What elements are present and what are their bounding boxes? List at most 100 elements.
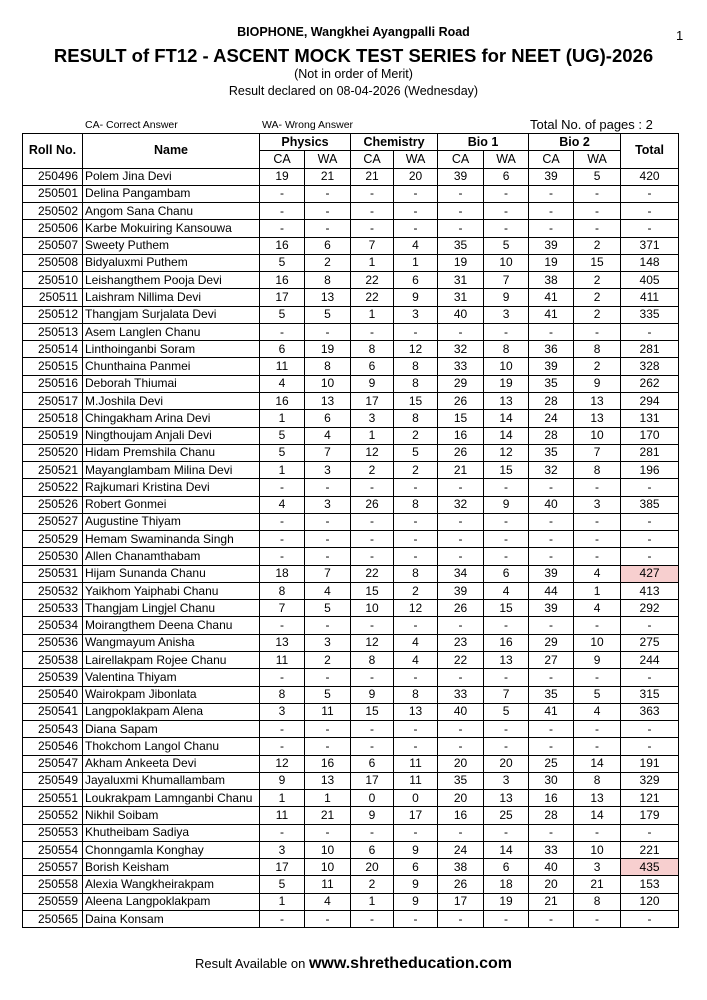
score: 14 [483,409,530,428]
score: - [393,530,439,549]
sub-header: CA [528,150,575,169]
roll-no: 250531 [22,564,83,583]
score: 7 [259,599,305,618]
score: 41 [528,288,575,307]
score: 31 [437,271,485,290]
score: 15 [573,253,622,273]
student-name: Hidam Premshila Chanu [82,443,260,463]
score: 12 [393,340,439,359]
result-row: 250527 Augustine Thiyam - - - - - - - - - [22,512,680,532]
result-row: 250517 M.Joshila Devi 16 13 17 15 26 13 28 13 294 [22,391,680,411]
score: - [573,478,622,497]
result-row: 250514 Linthoinganbi Soram 6 19 8 12 32 8 36 8 281 [22,340,680,359]
score: 6 [483,564,530,583]
roll-no: 250519 [22,426,83,445]
roll-no: 250543 [22,720,83,739]
score: - [528,512,575,532]
score: 9 [393,840,439,860]
score: 13 [573,789,622,808]
score: - [259,512,305,532]
score: - [573,184,622,204]
student-name: Hemam Swaminanda Singh [82,530,260,549]
score: - [483,547,530,566]
score: - [528,720,575,739]
score: 20 [350,858,395,877]
sub-header: WA [303,150,352,169]
student-name: Loukrakpam Lamnganbi Chanu [82,789,260,808]
roll-no: 250520 [22,443,83,463]
total: 363 [620,702,680,722]
score: 11 [259,357,305,376]
roll-no: 250559 [22,892,83,911]
sub-header: WA [573,150,622,169]
score: 16 [259,236,305,255]
score: - [350,530,395,549]
score: - [437,616,485,635]
score: 29 [528,633,575,652]
score: 38 [528,271,575,290]
score: 13 [393,702,439,722]
score: 9 [483,495,530,514]
score: - [393,478,439,497]
score: 22 [350,288,395,307]
result-row: 250529 Hemam Swaminanda Singh - - - - - - - - - [22,530,680,549]
total: 153 [620,875,680,894]
legend-ca: CA- Correct Answer [85,119,178,131]
score: - [528,184,575,204]
score: 1 [350,892,395,911]
score: 39 [528,357,575,376]
total: 120 [620,892,680,911]
score: 6 [350,357,395,376]
score: - [350,547,395,566]
score: 24 [528,409,575,428]
score: - [350,737,395,756]
score: - [350,478,395,497]
score: - [393,219,439,238]
footer: Result Available on www.shretheducation.… [0,955,707,973]
total: 371 [620,236,680,255]
result-row: 250565 Daina Konsam - - - - - - - - - [22,909,680,929]
student-name: Chingakham Arina Devi [82,409,260,428]
subject-header: Physics [258,132,352,152]
total: 292 [620,599,680,618]
roll-no: 250516 [22,374,83,393]
result-row: 250549 Jayaluxmi Khumallambam 9 13 17 11 35 3 30… [22,771,680,791]
score: 5 [573,685,622,704]
score: 13 [483,391,530,411]
score: 5 [259,305,305,324]
score: 38 [437,858,485,877]
score: 8 [393,357,439,376]
student-name: Leishangthem Pooja Devi [82,271,260,290]
score: 5 [573,167,622,186]
score: 7 [303,443,352,463]
score: 20 [437,754,485,773]
score: 8 [259,581,305,601]
score: 22 [350,564,395,583]
score: 9 [393,892,439,911]
score: 1 [573,581,622,601]
score: 3 [393,305,439,324]
score: 15 [437,409,485,428]
score: 22 [437,650,485,670]
score: 41 [528,702,575,722]
score: - [573,737,622,756]
total: 244 [620,650,680,670]
score: 11 [259,806,305,825]
roll-no: 250527 [22,512,83,532]
score: 13 [573,391,622,411]
score: 8 [259,685,305,704]
score: 8 [573,771,622,791]
roll-no: 250522 [22,478,83,497]
score: 9 [350,374,395,393]
score: 15 [350,581,395,601]
total: - [620,823,680,842]
score: - [350,219,395,238]
student-name: Wangmayum Anisha [82,633,260,652]
footer-prefix: Result Available on [195,956,306,971]
score: 10 [483,253,530,273]
score: 19 [528,253,575,273]
score: 16 [437,426,485,445]
result-row: 250541 Langpoklakpam Alena 3 11 15 13 40 5 41 4 36… [22,702,680,722]
score: 17 [259,858,305,877]
score: 21 [528,892,575,911]
